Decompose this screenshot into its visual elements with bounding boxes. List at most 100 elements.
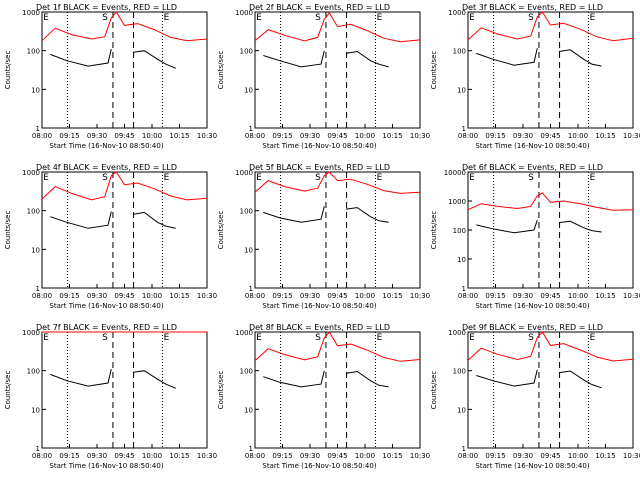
y-tick-label: 10000 xyxy=(444,169,466,177)
series-events-line xyxy=(263,50,389,68)
x-axis-label: Start Time (16-Nov-10 08:50:40) xyxy=(475,302,589,310)
x-axis-label: Start Time (16-Nov-10 08:50:40) xyxy=(475,142,589,150)
detector-panel-9: Det 9f BLACK = Events, RED = LLD 1 10 100 10… xyxy=(430,323,640,470)
x-tick-label: 09:45 xyxy=(540,452,560,460)
x-tick-label: 09:30 xyxy=(300,292,320,300)
start-marker: S xyxy=(315,333,321,343)
plot-frame xyxy=(41,331,208,449)
y-tick-label: 10 xyxy=(457,406,466,414)
x-tick-label: 09:45 xyxy=(114,132,134,140)
x-axis-label: Start Time (16-Nov-10 08:50:40) xyxy=(49,462,163,470)
y-tick-label: 1 xyxy=(462,445,466,453)
y-tick-label: 1 xyxy=(462,125,466,133)
x-axis-label: Start Time (16-Nov-10 08:50:40) xyxy=(475,462,589,470)
panel-title: Det 6f BLACK = Events, RED = LLD xyxy=(462,163,603,172)
panel-title: Det 5f BLACK = Events, RED = LLD xyxy=(249,163,390,172)
series-lld-line xyxy=(254,331,421,362)
x-tick-label: 10:00 xyxy=(355,452,375,460)
panel-title: Det 3f BLACK = Events, RED = LLD xyxy=(462,3,603,12)
panel-title: Det 1f BLACK = Events, RED = LLD xyxy=(36,3,177,12)
series-events-line xyxy=(50,211,176,229)
y-tick-label: 10 xyxy=(244,86,253,94)
x-tick-label: 09:30 xyxy=(87,132,107,140)
x-tick-label: 10:00 xyxy=(568,132,588,140)
x-tick-label: 10:00 xyxy=(355,292,375,300)
x-tick-label: 08:00 xyxy=(245,292,265,300)
left-end-marker: E xyxy=(469,173,475,183)
series-lld-line xyxy=(41,11,208,42)
panel-title: Det 8f BLACK = Events, RED = LLD xyxy=(249,323,390,332)
x-axis-label: Start Time (16-Nov-10 08:50:40) xyxy=(49,142,163,150)
x-tick-label: 10:15 xyxy=(595,292,615,300)
y-tick-label: 100 xyxy=(453,48,466,56)
x-tick-label: 09:45 xyxy=(327,452,347,460)
plot-frame xyxy=(467,11,634,129)
detector-panel-2: Det 2f BLACK = Events, RED = LLD 1 10 100 10… xyxy=(217,3,430,150)
y-tick-label: 1 xyxy=(36,125,40,133)
x-tick-label: 10:30 xyxy=(197,452,217,460)
series-lld-line xyxy=(467,331,634,362)
y-tick-label: 1 xyxy=(36,445,40,453)
x-tick-label: 10:00 xyxy=(142,452,162,460)
left-end-marker: E xyxy=(43,333,49,343)
y-axis-label: Counts/sec xyxy=(430,371,438,410)
x-tick-label: 09:30 xyxy=(300,452,320,460)
x-tick-label: 09:45 xyxy=(327,132,347,140)
x-tick-label: 09:15 xyxy=(272,132,292,140)
series-lld-line xyxy=(41,171,208,201)
x-tick-label: 08:00 xyxy=(32,132,52,140)
end-marker: E xyxy=(590,333,596,343)
panel-title: Det 2f BLACK = Events, RED = LLD xyxy=(249,3,390,12)
y-axis-label: Counts/sec xyxy=(217,51,225,90)
y-axis-label: Counts/sec xyxy=(4,371,12,410)
x-tick-label: 09:30 xyxy=(87,452,107,460)
y-tick-label: 1000 xyxy=(235,9,253,17)
plot-frame xyxy=(467,331,634,449)
y-tick-label: 100 xyxy=(453,368,466,376)
series-events-line xyxy=(50,368,176,389)
x-tick-label: 09:30 xyxy=(87,292,107,300)
left-end-marker: E xyxy=(469,333,475,343)
detector-panel-1: Det 1f BLACK = Events, RED = LLD 1 10 100 10… xyxy=(4,3,217,150)
x-tick-label: 08:00 xyxy=(245,452,265,460)
series-events-line xyxy=(263,370,389,388)
x-tick-label: 09:15 xyxy=(485,132,505,140)
x-tick-label: 10:30 xyxy=(197,292,217,300)
x-tick-label: 09:30 xyxy=(513,132,533,140)
y-tick-label: 100 xyxy=(27,368,40,376)
y-tick-label: 1000 xyxy=(22,329,40,337)
y-axis-label: Counts/sec xyxy=(217,211,225,250)
x-tick-label: 09:30 xyxy=(300,132,320,140)
plot-frame xyxy=(254,171,421,289)
x-axis-label: Start Time (16-Nov-10 08:50:40) xyxy=(49,302,163,310)
x-tick-label: 08:00 xyxy=(458,132,478,140)
x-tick-label: 08:00 xyxy=(458,292,478,300)
x-tick-label: 09:45 xyxy=(540,132,560,140)
x-tick-label: 10:30 xyxy=(197,132,217,140)
start-marker: S xyxy=(315,173,321,183)
y-tick-label: 1000 xyxy=(22,9,40,17)
left-end-marker: E xyxy=(256,13,262,23)
plot-frame xyxy=(467,171,634,289)
x-tick-label: 09:15 xyxy=(272,452,292,460)
x-tick-label: 10:15 xyxy=(169,132,189,140)
x-tick-label: 10:00 xyxy=(142,132,162,140)
y-tick-label: 1 xyxy=(249,445,253,453)
plot-frame xyxy=(254,11,421,129)
series-lld-line xyxy=(254,171,421,194)
y-tick-label: 1 xyxy=(36,285,40,293)
x-tick-label: 10:30 xyxy=(410,452,430,460)
y-tick-label: 1000 xyxy=(448,198,466,206)
plot-frame xyxy=(254,331,421,449)
y-tick-label: 1 xyxy=(249,125,253,133)
left-end-marker: E xyxy=(469,13,475,23)
detector-panel-4: Det 4f BLACK = Events, RED = LLD 1 10 100 10… xyxy=(4,163,217,310)
x-tick-label: 10:15 xyxy=(382,292,402,300)
x-tick-label: 09:45 xyxy=(540,292,560,300)
start-marker: S xyxy=(102,173,108,183)
y-axis-label: Counts/sec xyxy=(430,211,438,250)
y-tick-label: 10 xyxy=(244,246,253,254)
x-tick-label: 09:15 xyxy=(59,452,79,460)
y-tick-label: 10 xyxy=(31,246,40,254)
series-events-line xyxy=(476,48,602,67)
